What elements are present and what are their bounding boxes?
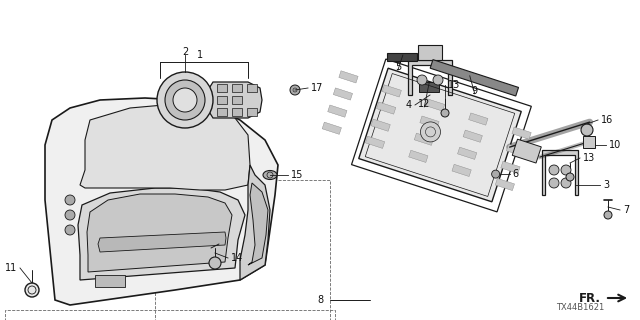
Polygon shape — [512, 127, 531, 139]
Bar — [217, 84, 227, 92]
Circle shape — [604, 211, 612, 219]
Bar — [217, 96, 227, 104]
Bar — [95, 275, 125, 287]
Bar — [232, 84, 242, 92]
Text: 3: 3 — [603, 180, 609, 190]
Text: FR.: FR. — [579, 292, 601, 305]
Text: 13: 13 — [583, 153, 595, 163]
Circle shape — [157, 72, 213, 128]
Circle shape — [290, 85, 300, 95]
Polygon shape — [463, 130, 483, 142]
Text: TX44B1621: TX44B1621 — [556, 303, 604, 313]
Polygon shape — [333, 88, 353, 100]
Circle shape — [561, 165, 571, 175]
Text: 8: 8 — [318, 295, 324, 305]
Bar — [583, 136, 595, 148]
Circle shape — [65, 225, 75, 235]
Circle shape — [549, 165, 559, 175]
Polygon shape — [248, 183, 268, 265]
Circle shape — [65, 210, 75, 220]
Circle shape — [25, 283, 39, 297]
Polygon shape — [495, 178, 515, 191]
Polygon shape — [78, 188, 245, 280]
Polygon shape — [501, 161, 520, 173]
Polygon shape — [376, 102, 396, 114]
Polygon shape — [426, 99, 445, 111]
Bar — [217, 108, 227, 116]
Text: 7: 7 — [623, 205, 629, 215]
Polygon shape — [365, 136, 385, 148]
Polygon shape — [87, 194, 232, 272]
Bar — [419, 82, 439, 92]
Polygon shape — [328, 105, 347, 117]
Circle shape — [417, 75, 427, 85]
Text: 2: 2 — [182, 47, 188, 57]
Circle shape — [561, 178, 571, 188]
Bar — [247, 84, 257, 92]
Circle shape — [165, 80, 205, 120]
Bar — [155, 180, 330, 320]
Text: 16: 16 — [601, 115, 613, 125]
Polygon shape — [339, 71, 358, 83]
Polygon shape — [382, 85, 401, 97]
Circle shape — [433, 75, 443, 85]
Circle shape — [492, 170, 500, 178]
Polygon shape — [45, 98, 278, 305]
Circle shape — [566, 173, 574, 181]
Text: 12: 12 — [418, 99, 431, 109]
Polygon shape — [408, 60, 452, 95]
Polygon shape — [359, 68, 521, 202]
Text: 13: 13 — [448, 80, 460, 90]
Polygon shape — [80, 104, 250, 190]
Bar — [387, 53, 417, 61]
Polygon shape — [409, 150, 428, 163]
Polygon shape — [452, 164, 471, 177]
Polygon shape — [414, 133, 433, 145]
Text: 10: 10 — [609, 140, 621, 150]
Polygon shape — [98, 232, 226, 252]
Bar — [232, 108, 242, 116]
Text: 15: 15 — [291, 170, 303, 180]
Circle shape — [65, 195, 75, 205]
Bar — [232, 96, 242, 104]
Polygon shape — [420, 116, 439, 128]
Text: 1: 1 — [197, 50, 203, 60]
Polygon shape — [506, 144, 525, 156]
Text: 17: 17 — [311, 83, 323, 93]
Text: 14: 14 — [231, 253, 243, 263]
Text: 4: 4 — [406, 100, 412, 110]
Circle shape — [581, 124, 593, 136]
Polygon shape — [208, 82, 262, 118]
Circle shape — [549, 178, 559, 188]
Polygon shape — [240, 165, 270, 280]
Text: 5: 5 — [395, 62, 401, 72]
Bar — [5, 310, 335, 320]
Polygon shape — [371, 119, 390, 131]
Polygon shape — [468, 113, 488, 125]
Bar — [247, 108, 257, 116]
Polygon shape — [542, 150, 578, 195]
Polygon shape — [322, 122, 341, 134]
Text: 11: 11 — [4, 263, 17, 273]
Polygon shape — [512, 139, 541, 163]
Circle shape — [420, 122, 440, 142]
Bar — [418, 45, 442, 60]
Polygon shape — [458, 147, 477, 159]
Ellipse shape — [263, 171, 277, 180]
Circle shape — [173, 88, 197, 112]
Circle shape — [209, 257, 221, 269]
Circle shape — [441, 109, 449, 117]
Text: 9: 9 — [472, 86, 478, 96]
Text: 6: 6 — [513, 169, 519, 179]
Polygon shape — [430, 60, 518, 96]
